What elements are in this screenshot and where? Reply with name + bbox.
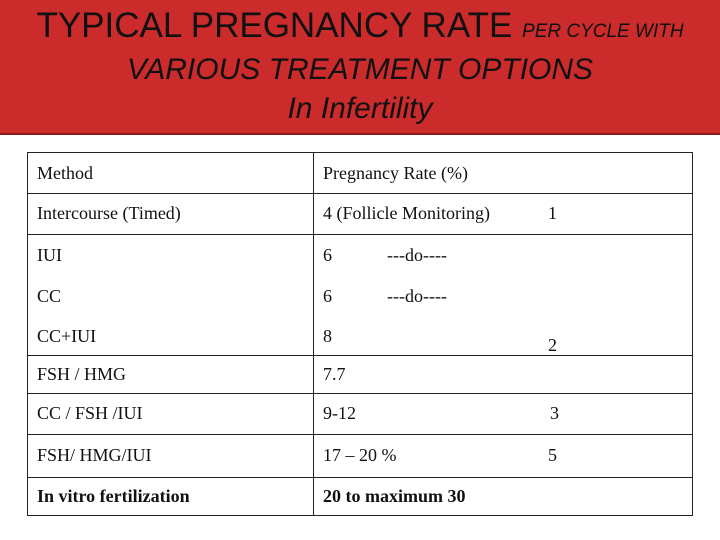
extra-cell: 2: [548, 334, 557, 355]
method-cell: In vitro fertilization: [37, 485, 190, 506]
header-method: Method: [37, 162, 93, 183]
table-row: In vitro fertilization 20 to maximum 30: [28, 477, 692, 515]
rate-cell: 20 to maximum 30: [323, 485, 466, 506]
table-row: CC+IUI 8 2: [28, 317, 692, 356]
extra-cell: 1: [548, 203, 557, 223]
note-cell: ---do----: [387, 244, 447, 265]
extra-cell: 5: [548, 445, 557, 465]
method-cell: CC+IUI: [37, 325, 97, 346]
title-banner: TYPICAL PREGNANCY RATE PER CYCLE WITH VA…: [0, 0, 720, 135]
rate-cell: 7.7: [323, 363, 346, 384]
title-main: TYPICAL PREGNANCY RATE: [36, 6, 513, 45]
rate-cell: 9-12: [323, 403, 356, 423]
table-row: Intercourse (Timed) 4 (Follicle Monitori…: [28, 193, 692, 235]
table-row: CC / FSH /IUI 9-12 3: [28, 393, 692, 435]
pregnancy-rate-table: Method Pregnancy Rate (%) Intercourse (T…: [27, 152, 693, 516]
title-line-2: VARIOUS TREATMENT OPTIONS: [126, 53, 594, 86]
method-cell: FSH / HMG: [37, 363, 127, 384]
table-row: CC 6 ---do----: [28, 276, 692, 317]
table-row: FSH/ HMG/IUI 17 – 20 % 5: [28, 434, 692, 478]
method-cell: Intercourse (Timed): [37, 203, 181, 223]
rate-cell: 17 – 20 %: [323, 445, 397, 465]
table-header-row: Method Pregnancy Rate (%): [28, 153, 692, 194]
title-line-1: TYPICAL PREGNANCY RATE PER CYCLE WITH: [0, 4, 720, 54]
rate-cell: 4 (Follicle Monitoring): [323, 203, 490, 223]
rate-cell: 6: [323, 286, 332, 306]
method-cell: CC / FSH /IUI: [37, 403, 143, 423]
table-row: IUI 6 ---do----: [28, 234, 692, 276]
extra-cell: 3: [550, 403, 559, 423]
rate-cell: 6: [323, 244, 332, 265]
method-cell: IUI: [37, 244, 62, 265]
header-rate: Pregnancy Rate (%): [323, 162, 468, 183]
note-cell: ---do----: [387, 286, 447, 306]
title-line-3: In Infertility: [287, 92, 433, 125]
method-cell: FSH/ HMG/IUI: [37, 445, 152, 465]
method-cell: CC: [37, 286, 62, 306]
table-row: FSH / HMG 7.7: [28, 355, 692, 394]
rate-cell: 8: [323, 325, 332, 346]
title-small: PER CYCLE WITH: [522, 21, 684, 42]
column-divider: [313, 153, 314, 515]
